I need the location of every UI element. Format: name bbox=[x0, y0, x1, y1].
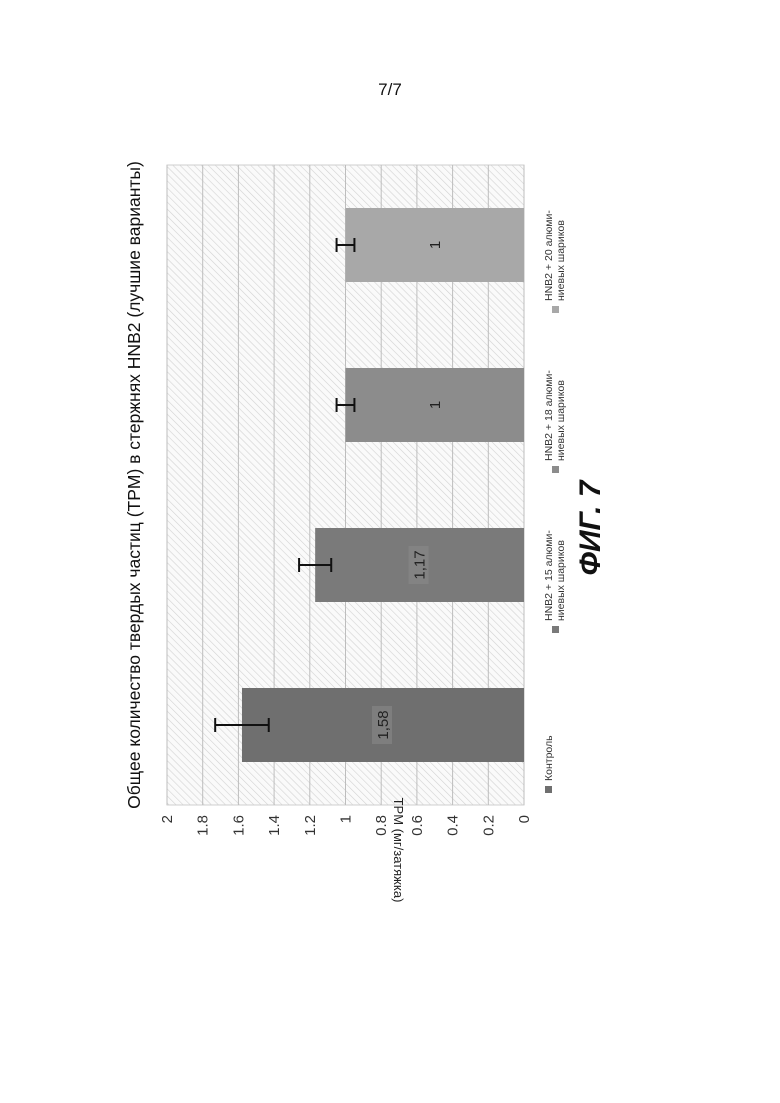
data-label: 1 bbox=[427, 401, 444, 409]
y-tick-label: 1.4 bbox=[266, 815, 283, 836]
legend: КонтрольHNB2 + 15 алюми-ниевых шариковHN… bbox=[543, 210, 567, 793]
legend-swatch bbox=[552, 306, 559, 313]
y-tick-label: 0.8 bbox=[373, 815, 390, 836]
chart-title: Общее количество твердых частиц (TPM) в … bbox=[124, 161, 144, 809]
legend-label: ниевых шариков bbox=[555, 540, 567, 621]
y-tick-label: 0 bbox=[516, 815, 533, 823]
legend-swatch bbox=[545, 786, 552, 793]
legend-swatch bbox=[552, 466, 559, 473]
data-label: 1,17 bbox=[412, 550, 429, 579]
data-label: 1 bbox=[427, 241, 444, 249]
y-tick-label: 1.2 bbox=[302, 815, 319, 836]
figure-caption: ФИГ. 7 bbox=[574, 479, 607, 575]
legend-label: HNB2 + 15 алюми- bbox=[543, 530, 555, 621]
legend-label: Контроль bbox=[543, 735, 555, 781]
legend-label: ниевых шариков bbox=[555, 380, 567, 461]
y-axis-ticks: 0 0.2 0.4 0.6 0.8 1 1.2 1.4 1.6 1.8 2 bbox=[159, 815, 533, 836]
legend-swatch bbox=[552, 626, 559, 633]
y-tick-label: 0.6 bbox=[409, 815, 426, 836]
y-tick-label: 1.8 bbox=[195, 815, 212, 836]
legend-label: ниевых шариков bbox=[555, 220, 567, 301]
legend-label: HNB2 + 20 алюми- bbox=[543, 210, 555, 301]
y-axis-title: TPM (мг/затяжка) bbox=[391, 798, 406, 903]
y-tick-label: 2 bbox=[159, 815, 176, 823]
y-tick-label: 1 bbox=[338, 815, 355, 823]
y-tick-label: 0.2 bbox=[480, 815, 497, 836]
y-tick-label: 0.4 bbox=[445, 815, 462, 836]
legend-label: HNB2 + 18 алюми- bbox=[543, 370, 555, 461]
data-label: 1,58 bbox=[375, 710, 392, 739]
y-tick-label: 1.6 bbox=[230, 815, 247, 836]
